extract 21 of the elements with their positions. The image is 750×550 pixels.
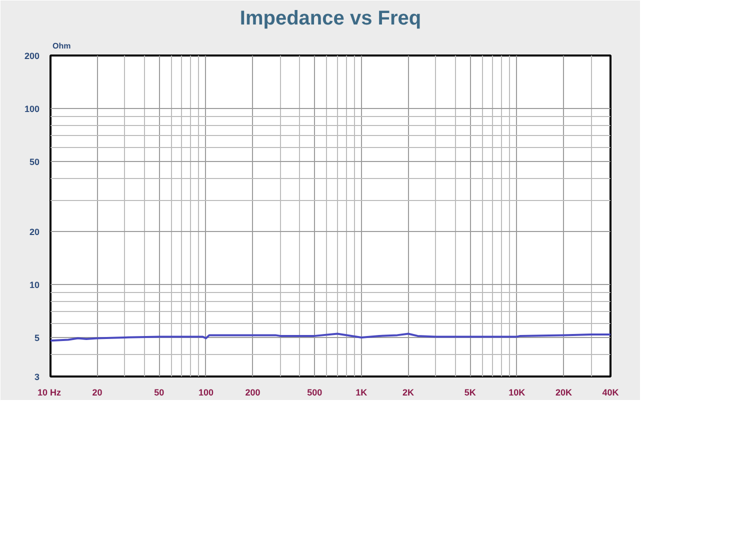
y-tick-label: 20 xyxy=(29,226,40,237)
x-tick-label: 2K xyxy=(402,388,414,398)
x-tick-label: 20 xyxy=(92,388,102,398)
x-tick-label: 10K xyxy=(508,388,526,398)
x-tick-label: 10 Hz xyxy=(37,388,62,398)
y-tick-label: 3 xyxy=(34,372,40,382)
x-tick-label: 40K xyxy=(602,388,620,398)
x-tick-label: 50 xyxy=(154,388,164,398)
y-tick-label: 100 xyxy=(24,104,40,114)
chart-title: Impedance vs Freq xyxy=(240,8,422,30)
y-tick-label: 50 xyxy=(29,156,40,167)
y-tick-label: 10 xyxy=(29,280,40,290)
x-tick-label: 5K xyxy=(464,388,476,398)
y-tick-label: 200 xyxy=(24,51,40,61)
x-tick-label: 500 xyxy=(307,388,322,398)
x-tick-label: 100 xyxy=(198,388,214,398)
x-tick-label: 20K xyxy=(555,388,572,398)
x-tick-label: 200 xyxy=(245,388,260,398)
y-tick-label: 5 xyxy=(34,332,40,343)
x-tick-label: 1K xyxy=(356,388,368,398)
y-axis-title: Ohm xyxy=(52,42,71,50)
